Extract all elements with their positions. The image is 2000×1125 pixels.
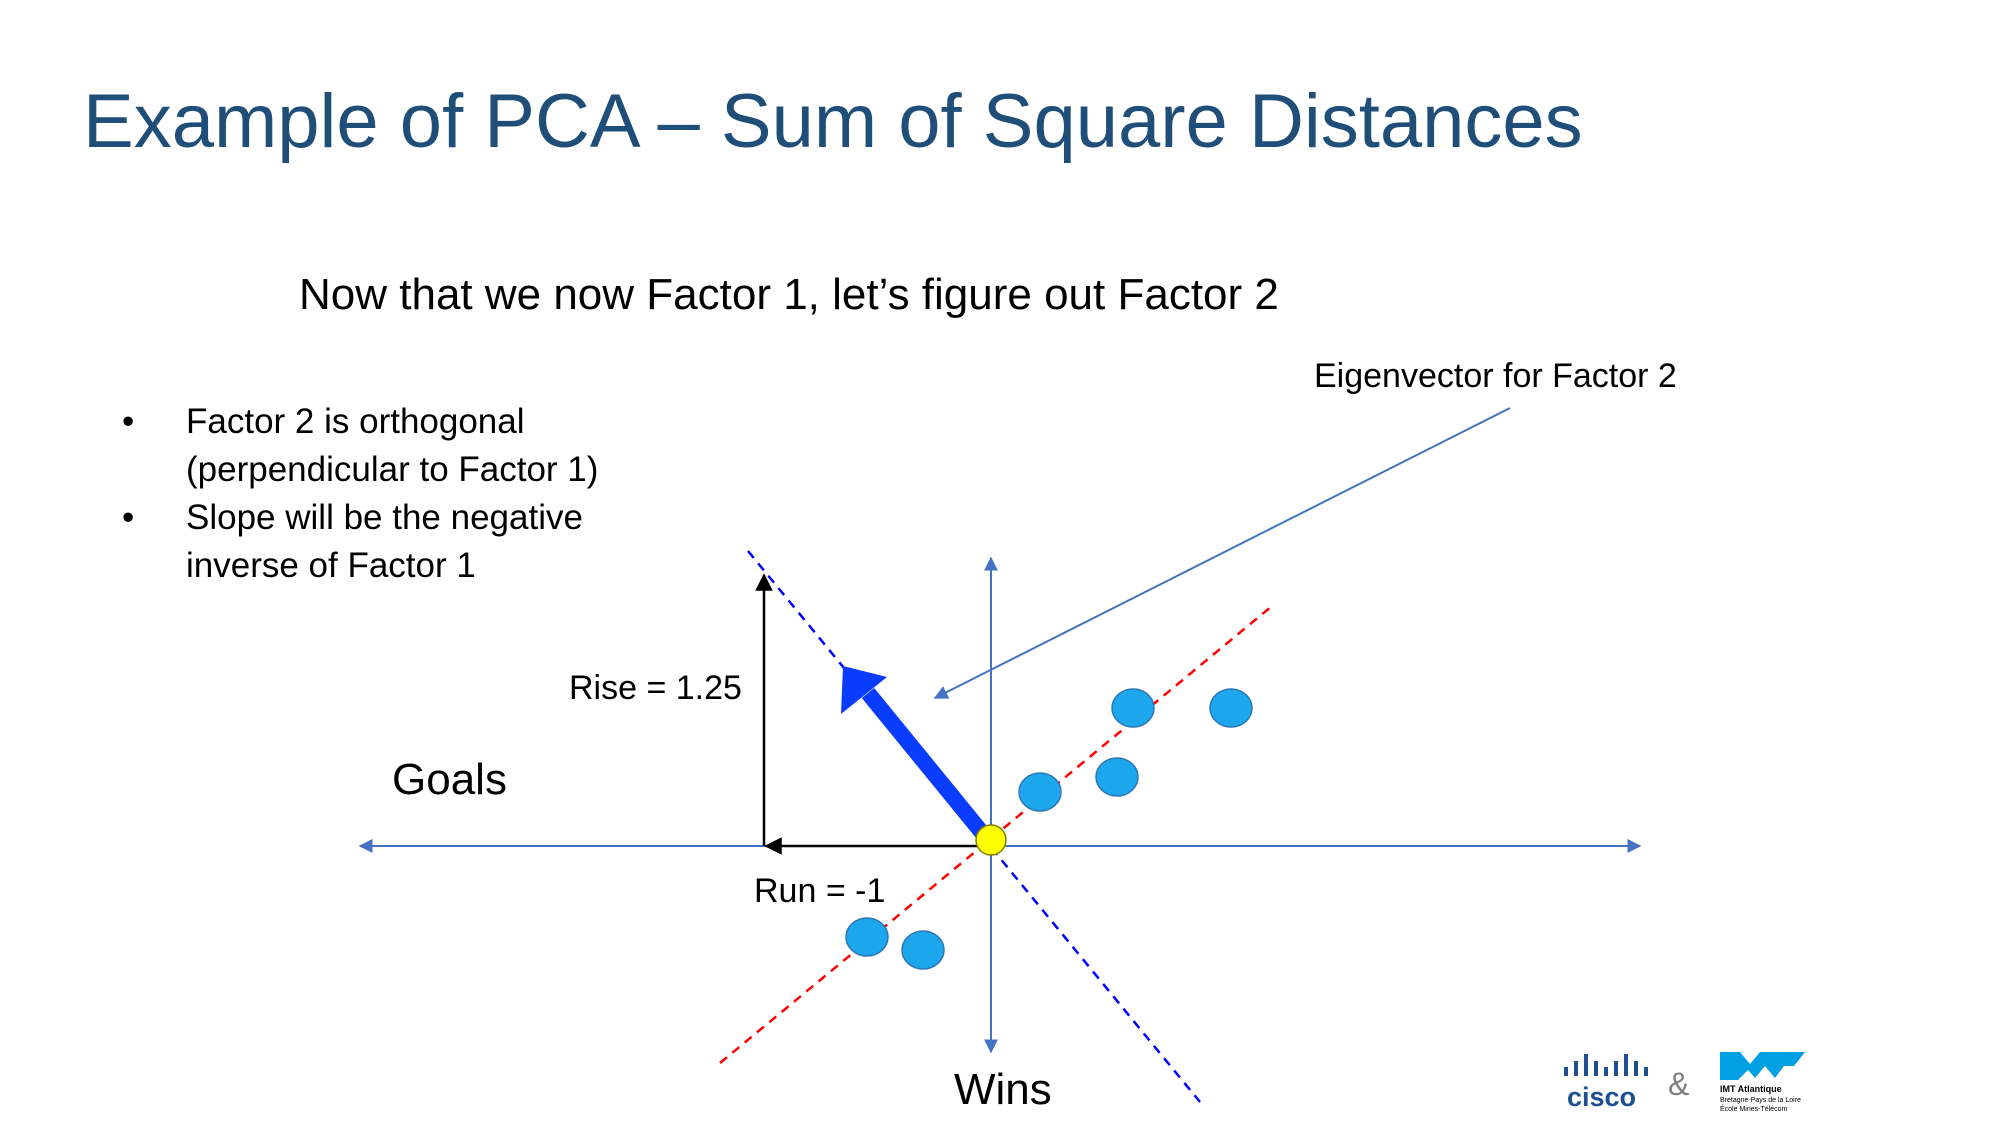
imt-atlantique-logo: IMT Atlantique Bretagne-Pays de la Loire… bbox=[1720, 1052, 1805, 1113]
cisco-logo: cisco bbox=[1564, 1054, 1648, 1112]
data-point bbox=[1019, 773, 1061, 811]
rise-label: Rise = 1.25 bbox=[569, 669, 742, 707]
eigenvector-label: Eigenvector for Factor 2 bbox=[1314, 357, 1677, 395]
imt-title: IMT Atlantique bbox=[1720, 1084, 1782, 1094]
origin-point bbox=[976, 825, 1006, 855]
footer-logos: cisco & IMT Atlantique Bretagne-Pays de … bbox=[1560, 1050, 1820, 1118]
eigenvector-pointer bbox=[935, 408, 1510, 698]
x-axis-label: Goals bbox=[392, 755, 507, 804]
run-label: Run = -1 bbox=[754, 872, 885, 910]
data-point bbox=[1112, 689, 1154, 727]
data-point bbox=[846, 918, 888, 956]
imt-sub2: École Mines-Télécom bbox=[1720, 1104, 1787, 1113]
imt-sub1: Bretagne-Pays de la Loire bbox=[1720, 1097, 1801, 1104]
cisco-wordmark: cisco bbox=[1567, 1082, 1636, 1112]
logo-ampersand: & bbox=[1668, 1066, 1689, 1102]
data-point bbox=[902, 931, 944, 969]
eigenvector-shaft bbox=[868, 693, 988, 840]
data-point bbox=[1210, 689, 1252, 727]
y-axis-label: Wins bbox=[954, 1065, 1052, 1114]
data-point bbox=[1096, 758, 1138, 796]
